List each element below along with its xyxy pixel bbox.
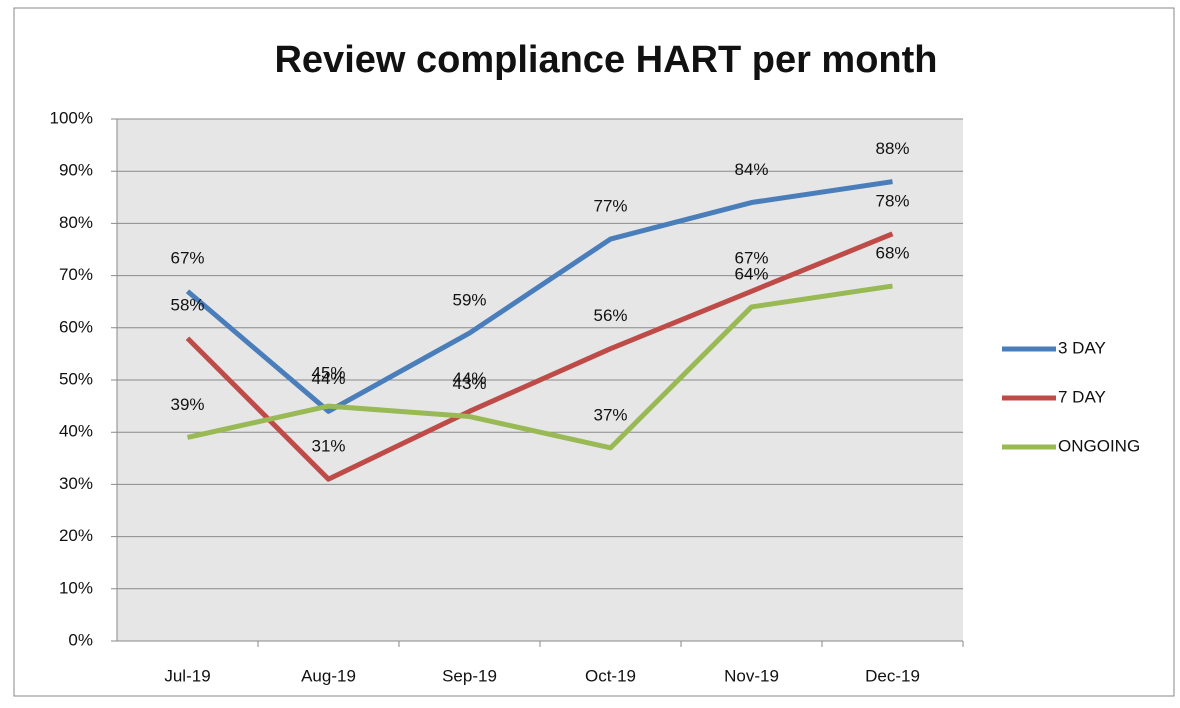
data-label: 84% [734,160,768,179]
legend-label: 3 DAY [1058,338,1106,357]
x-tick-label: Nov-19 [724,666,779,685]
chart-title: Review compliance HART per month [274,39,937,81]
data-label: 31% [311,437,345,456]
series-line [185,231,894,482]
x-tick-label: Oct-19 [585,666,636,685]
y-tick-label: 60% [59,317,93,336]
data-label: 88% [875,139,909,158]
data-label: 68% [875,244,909,263]
legend-label: ONGOING [1058,436,1140,455]
series-line [185,179,893,414]
data-label: 78% [875,191,909,210]
x-tick-label: Jul-19 [164,666,210,685]
x-tick-label: Sep-19 [442,666,497,685]
data-label: 45% [311,364,345,383]
data-label: 67% [170,249,204,268]
y-tick-label: 70% [59,265,93,284]
y-tick-label: 10% [59,578,93,597]
legend-label: 7 DAY [1058,387,1106,406]
y-tick-label: 90% [59,161,93,180]
data-label: 37% [593,405,627,424]
data-label: 77% [593,197,627,216]
x-tick-label: Dec-19 [865,666,920,685]
y-tick-label: 80% [59,213,93,232]
y-tick-label: 50% [59,369,93,388]
y-tick-label: 0% [68,630,93,649]
y-tick-label: 20% [59,526,93,545]
data-label: 44% [452,369,486,388]
data-label: 43% [452,374,486,393]
data-label: 64% [734,264,768,283]
y-tick-label: 30% [59,474,93,493]
data-label: 59% [452,291,486,310]
data-label: 67% [734,249,768,268]
x-tick-label: Aug-19 [301,666,356,685]
data-label: 56% [593,306,627,325]
y-tick-label: 100% [50,108,93,127]
data-label: 39% [170,395,204,414]
series-line [186,283,893,451]
y-tick-label: 40% [59,422,93,441]
data-label: 58% [170,296,204,315]
data-label: 44% [311,369,345,388]
